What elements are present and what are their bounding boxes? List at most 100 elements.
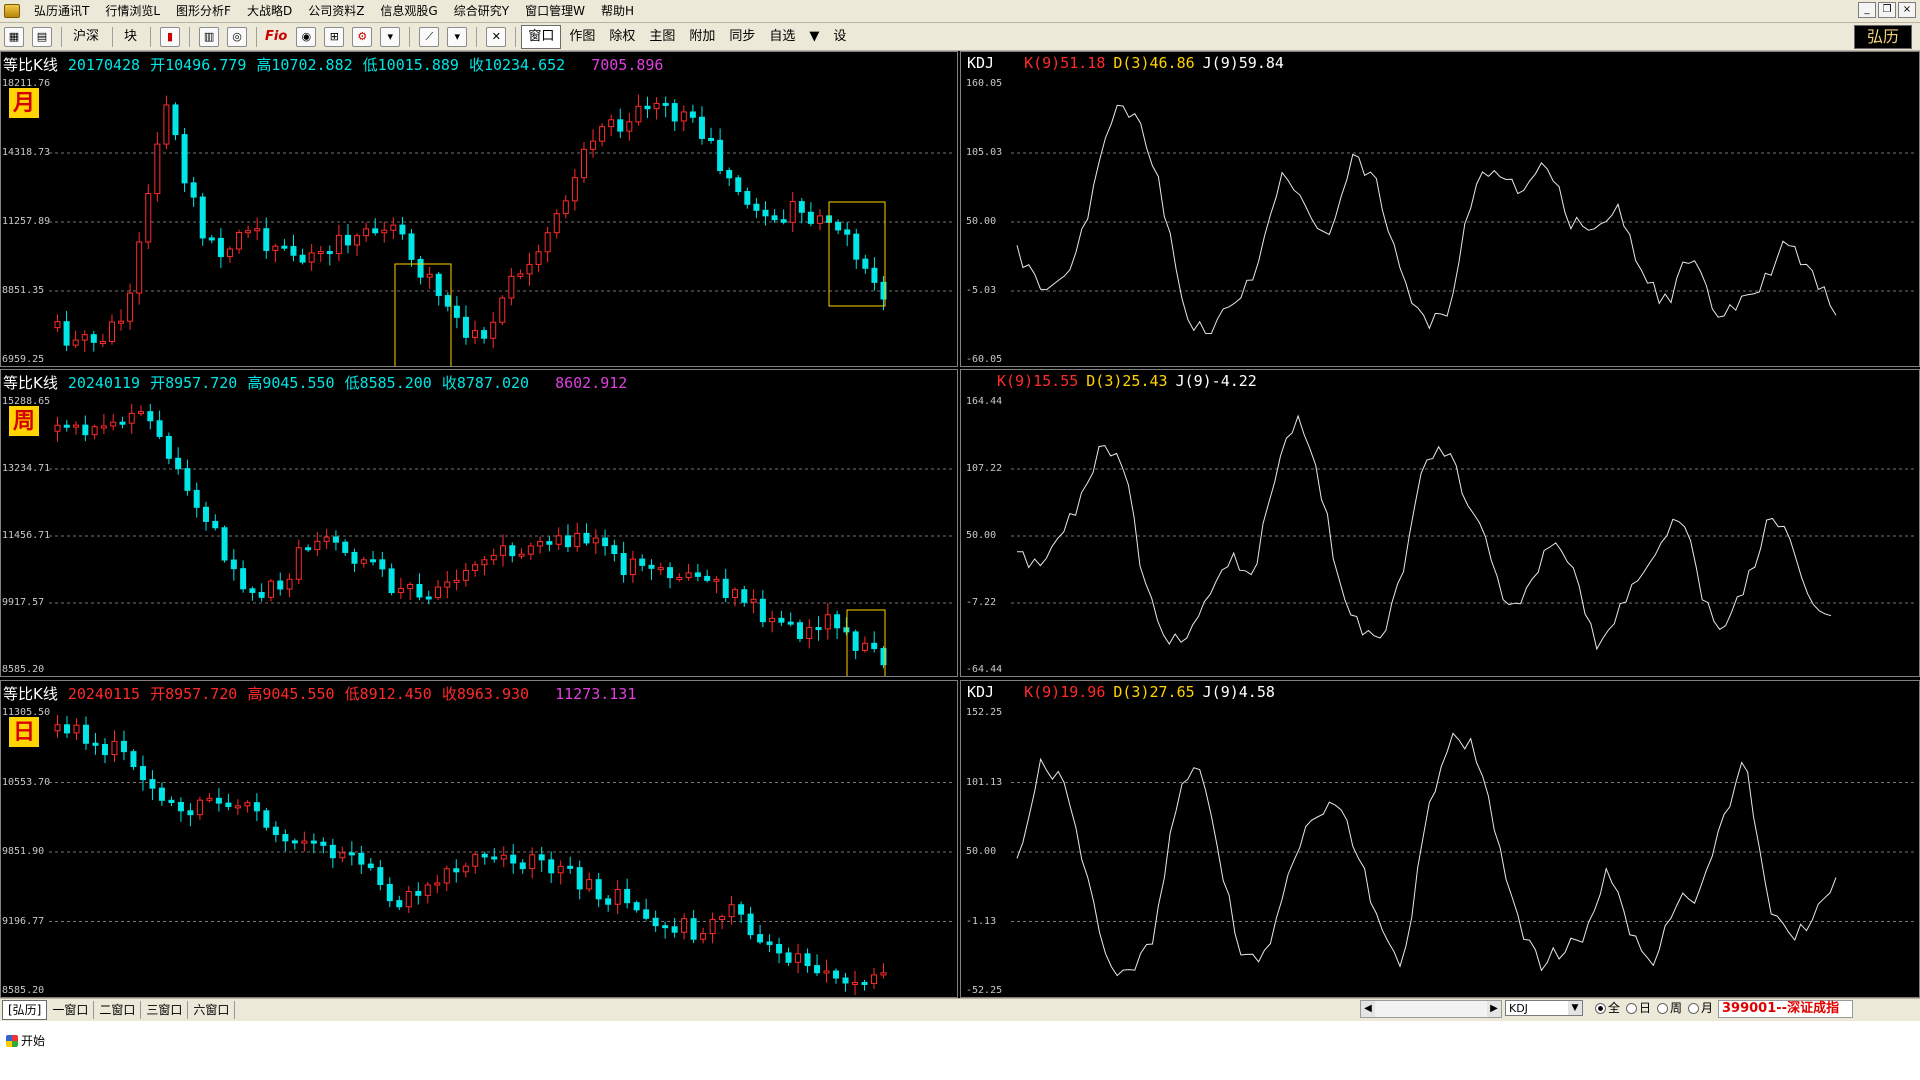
dropdown-arrow-icon[interactable]: ▼: [809, 28, 820, 44]
y-axis-label: 14318.73: [2, 147, 51, 158]
candlestick: [599, 123, 606, 147]
draw-button[interactable]: 作图: [569, 28, 596, 44]
indicator-select[interactable]: KDJ ▼: [1505, 1000, 1583, 1016]
watchlist-button[interactable]: 自选: [769, 28, 796, 44]
radio-week[interactable]: 周: [1657, 1000, 1682, 1016]
candlestick: [605, 895, 612, 912]
candlestick: [643, 898, 650, 921]
candlestick: [738, 901, 745, 923]
candlestick: [834, 610, 841, 639]
menu-item-gongsi[interactable]: 公司资料Z: [308, 4, 365, 18]
close-icon[interactable]: ×: [1898, 2, 1916, 18]
candlestick: [583, 523, 590, 546]
radio-month[interactable]: 月: [1688, 1000, 1713, 1016]
attach-button[interactable]: 附加: [689, 28, 716, 44]
fio-button[interactable]: Fio: [265, 28, 288, 44]
menu-item-hangqing[interactable]: 行情浏览L: [105, 4, 161, 18]
tab-window-3[interactable]: 三窗口: [141, 1001, 189, 1019]
kdj-title: KDJ K(9)19.96 D(3)27.65 J(9)4.58: [963, 683, 1275, 701]
candlestick: [685, 563, 692, 581]
block-button[interactable]: 块: [124, 28, 138, 44]
candlestick: [544, 226, 551, 263]
candlestick-icon[interactable]: ▮: [160, 26, 181, 47]
period-badge[interactable]: 日: [9, 717, 39, 747]
menu-item-help[interactable]: 帮助H: [600, 4, 634, 18]
kdj-y-axis-label: -64.44: [966, 664, 1003, 675]
menu-item-chuangkou[interactable]: 窗口管理W: [525, 4, 585, 18]
exright-button[interactable]: 除权: [609, 28, 636, 44]
target-icon[interactable]: ◉: [296, 26, 317, 47]
cross-cursor-icon[interactable]: ✕: [486, 26, 507, 47]
minimize-icon[interactable]: _: [1858, 2, 1876, 18]
candlestick: [704, 569, 711, 583]
kdj-panel[interactable]: KDJ K(9)51.18 D(3)46.86 J(9)59.84 160.05 105.…: [960, 51, 1920, 367]
candlestick: [208, 235, 215, 244]
radio-label: 周: [1670, 1001, 1683, 1015]
radio-day[interactable]: 日: [1626, 1000, 1651, 1016]
radio-all[interactable]: 全: [1595, 1000, 1620, 1016]
scroll-right-icon[interactable]: ▶: [1487, 1001, 1501, 1017]
main-chart-button[interactable]: 主图: [649, 28, 676, 44]
candlestick: [472, 561, 479, 577]
kdj-panel[interactable]: K(9)15.55 D(3)25.43 J(9)-4.22 164.44 107.22 5…: [960, 369, 1920, 677]
hushen-button[interactable]: 沪深: [73, 28, 100, 44]
candlestick: [111, 730, 118, 763]
candlestick: [753, 197, 760, 218]
high-value: 高9045.550: [247, 374, 335, 392]
chart-icon[interactable]: ▦: [4, 26, 24, 47]
menu-item-tuxing[interactable]: 图形分析F: [176, 4, 231, 18]
k-value: K(9)19.96: [1024, 683, 1106, 701]
candlestick: [652, 910, 659, 932]
start-button[interactable]: 开始: [2, 1029, 49, 1053]
candlestick: [816, 209, 823, 231]
radio-icon: [1626, 1002, 1638, 1014]
candlestick: [700, 927, 707, 944]
kline-panel[interactable]: 等比K线 20170428 开10496.779 高10702.882 低10015.8…: [0, 51, 958, 367]
menu-item-tongxun[interactable]: 弘历通讯T: [34, 4, 90, 18]
tab-window-6[interactable]: 六窗口: [188, 1001, 236, 1019]
tab-window-2[interactable]: 二窗口: [94, 1001, 142, 1019]
kdj-panel[interactable]: KDJ K(9)19.96 D(3)27.65 J(9)4.58 152.25 101.1…: [960, 680, 1920, 998]
menu-item-zhanlue[interactable]: 大战略D: [246, 4, 293, 18]
page-icon[interactable]: ▤: [32, 26, 52, 47]
sync-button[interactable]: 同步: [729, 28, 756, 44]
candlestick: [240, 560, 247, 593]
candlestick: [795, 943, 802, 974]
scroll-left-icon[interactable]: ◀: [1361, 1001, 1375, 1017]
chevron-down-icon[interactable]: ▼: [1568, 1001, 1582, 1015]
candlestick: [780, 209, 787, 225]
settings-button[interactable]: 设: [833, 28, 847, 44]
kdj-y-axis-label: 105.03: [966, 147, 1003, 158]
candlestick: [871, 967, 878, 989]
tab-window-1[interactable]: 一窗口: [47, 1001, 95, 1019]
globe-icon[interactable]: ◎: [227, 26, 248, 47]
candlestick: [653, 97, 660, 120]
candlestick: [202, 501, 209, 531]
candlestick: [698, 106, 705, 145]
candlestick: [676, 573, 683, 582]
candlestick: [611, 539, 618, 562]
restore-icon[interactable]: ❐: [1878, 2, 1896, 18]
period-badge[interactable]: 月: [9, 88, 39, 118]
candlestick: [215, 787, 222, 812]
horizontal-scrollbar[interactable]: ◀ ▶: [1360, 1000, 1502, 1018]
period-badge[interactable]: 周: [9, 406, 39, 436]
chevron-down-icon[interactable]: ▾: [380, 26, 401, 47]
candlestick: [267, 579, 274, 602]
kline-panel[interactable]: 等比K线 20240115 开8957.720 高9045.550 低8912.450 收…: [0, 680, 958, 998]
tab-honglih[interactable]: [弘历]: [2, 1000, 48, 1020]
candlestick: [722, 568, 729, 603]
tools-icon[interactable]: ⚙: [352, 26, 373, 47]
indicator-icon[interactable]: ⟋: [419, 26, 440, 47]
table-icon[interactable]: ▥: [199, 26, 220, 47]
menu-item-yanjiu[interactable]: 综合研究Y: [453, 4, 510, 18]
kline-panel[interactable]: 等比K线 20240119 开8957.720 高9045.550 低8585.200 收…: [0, 369, 958, 677]
calculator-icon[interactable]: ⊞: [324, 26, 345, 47]
candlestick: [163, 95, 170, 150]
candlestick: [54, 314, 61, 332]
candlestick: [92, 733, 99, 755]
chevron-down-icon[interactable]: ▾: [447, 26, 468, 47]
window-button[interactable]: 窗口: [521, 24, 562, 49]
menu-item-xinxi[interactable]: 信息观股G: [380, 4, 438, 18]
kdj-title: K(9)15.55 D(3)25.43 J(9)-4.22: [963, 372, 1257, 390]
